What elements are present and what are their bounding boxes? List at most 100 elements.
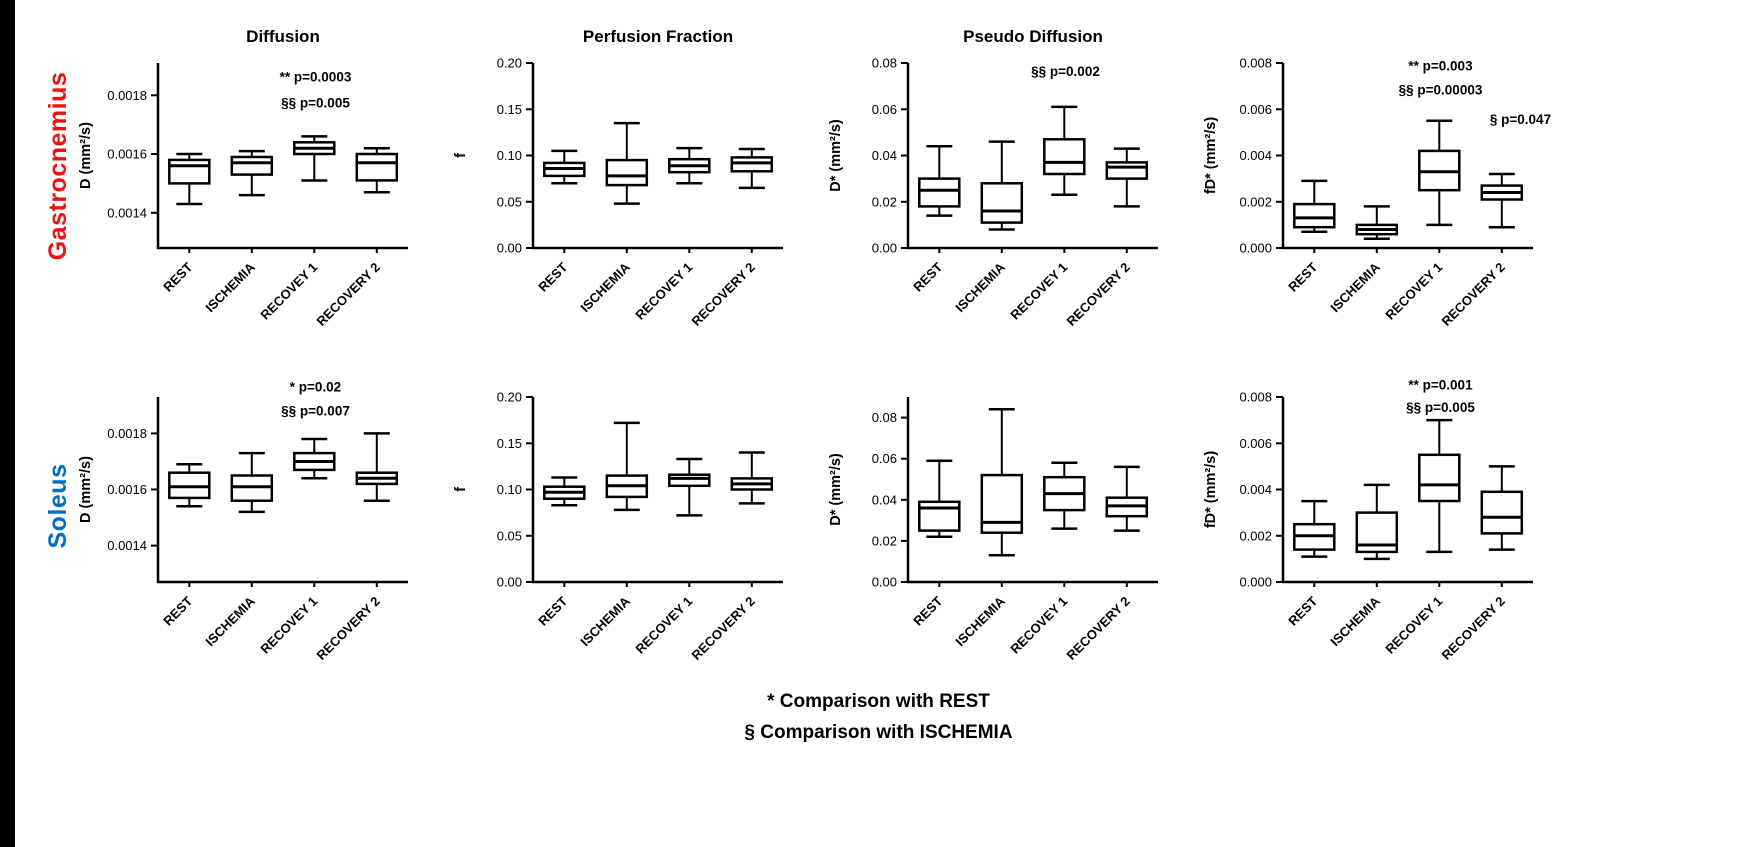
- y-tick-label: 0.20: [497, 390, 522, 405]
- y-tick-label: 0.05: [497, 528, 522, 543]
- left-border-bar: [0, 0, 15, 847]
- box-recovery-2: [730, 451, 774, 505]
- iqr-box: [1293, 202, 1336, 229]
- x-tick-label: REST: [160, 593, 195, 628]
- box-recovey-1: [668, 146, 711, 185]
- x-tick-label: ISCHEMIA: [1327, 259, 1383, 315]
- panel-soleus-fdstar: 0.000 0.002 0.004 0.006 0.008 fD* (mm²/s) REST…: [1195, 352, 1565, 682]
- x-tick-label: ISCHEMIA: [1327, 593, 1383, 649]
- box-plot-chart: 0.000 0.002 0.004 0.006 0.008 fD* (mm²/s) REST…: [1203, 378, 1533, 663]
- y-axis-label: f: [453, 487, 469, 492]
- y-tick-label: 0.006: [1239, 102, 1272, 117]
- y-tick-label: 0.15: [497, 102, 522, 117]
- iqr-box: [668, 473, 711, 488]
- box-recovey-1: [293, 437, 336, 480]
- y-tick-label: 0.00: [872, 575, 897, 590]
- box-recovery-2: [355, 432, 399, 502]
- panel-gastrocnemius-pseudo-diffusion: Pseudo Diffusion 0.00 0.02 0.04 0.06 0.08 D* (…: [820, 18, 1190, 348]
- box-rest: [168, 463, 211, 508]
- y-tick-label: 0.0014: [107, 205, 147, 220]
- y-axis-label: D (mm²/s): [78, 122, 94, 189]
- y-tick-label: 0.05: [497, 194, 522, 209]
- iqr-box: [918, 500, 961, 532]
- x-tick-label: REST: [160, 259, 195, 294]
- axis-lines: [156, 397, 408, 584]
- caption-line-ischemia: § Comparison with ISCHEMIA: [744, 722, 1013, 744]
- axis-lines: [906, 397, 1158, 584]
- box-recovery-2: [730, 147, 774, 190]
- x-tick-label: RECOVERY 2: [314, 594, 383, 663]
- box-ischemia: [230, 451, 274, 514]
- significance-annotation: § p=0.047: [1490, 112, 1551, 127]
- iqr-box: [980, 473, 1024, 534]
- x-tick-label: REST: [1285, 259, 1320, 294]
- y-tick-label: 0.002: [1239, 194, 1272, 209]
- x-tick-label: REST: [910, 593, 945, 628]
- y-tick-label: 0.0016: [107, 147, 147, 162]
- significance-annotation: ** p=0.003: [1408, 58, 1473, 73]
- significance-annotation: * p=0.02: [290, 380, 341, 395]
- iqr-box: [355, 152, 399, 182]
- iqr-box: [230, 155, 274, 176]
- box-plot-chart: 0.00 0.02 0.04 0.06 0.08 D* (mm²/s) REST ISCHEM…: [828, 397, 1158, 663]
- box-recovey-1: [1043, 105, 1086, 197]
- y-axis-label: D (mm²/s): [78, 456, 94, 523]
- panel-gastrocnemius-diffusion: Diffusion 0.0014 0.0016 0.0018 D (mm²/s) REST…: [70, 18, 440, 348]
- y-tick-label: 0.008: [1239, 390, 1272, 405]
- iqr-box: [605, 158, 649, 187]
- axis-lines: [906, 63, 1158, 250]
- y-tick-label: 0.15: [497, 436, 522, 451]
- x-tick-label: RECOVEY 1: [1007, 260, 1070, 323]
- x-tick-label: REST: [535, 593, 570, 628]
- significance-annotation: §§ p=0.002: [1031, 64, 1100, 79]
- y-axis-label: D* (mm²/s): [828, 119, 844, 192]
- panel-soleus-perfusion-fraction: 0.00 0.05 0.10 0.15 0.20 f REST ISCHEMIA RECOVEY…: [445, 352, 815, 682]
- x-tick-label: ISCHEMIA: [202, 259, 258, 315]
- box-recovey-1: [1418, 119, 1461, 227]
- y-tick-label: 0.00: [497, 575, 522, 590]
- x-tick-label: RECOVEY 1: [1382, 260, 1445, 323]
- box-recovery-2: [355, 146, 399, 194]
- y-tick-label: 0.000: [1239, 241, 1272, 256]
- y-tick-label: 0.06: [872, 102, 897, 117]
- box-plot-chart: 0.000 0.002 0.004 0.006 0.008 fD* (mm²/s) REST…: [1203, 56, 1551, 329]
- iqr-box: [1043, 138, 1086, 176]
- box-plot-chart: Diffusion 0.0014 0.0016 0.0018 D (mm²/s) REST…: [78, 27, 408, 329]
- box-ischemia: [980, 140, 1024, 231]
- y-tick-label: 0.10: [497, 482, 522, 497]
- y-tick-label: 0.02: [872, 194, 897, 209]
- box-rest: [1293, 179, 1336, 234]
- x-tick-label: RECOVERY 2: [1439, 594, 1508, 663]
- box-ischemia: [605, 121, 649, 205]
- iqr-box: [168, 158, 211, 185]
- box-recovery-2: [1480, 465, 1524, 551]
- x-tick-label: ISCHEMIA: [952, 593, 1008, 649]
- y-tick-label: 0.0014: [107, 538, 147, 553]
- y-tick-label: 0.10: [497, 148, 522, 163]
- panel-soleus-diffusion: 0.0014 0.0016 0.0018 D (mm²/s) REST ISCHEMIA R…: [70, 352, 440, 682]
- y-tick-label: 0.06: [872, 451, 897, 466]
- box-ischemia: [980, 408, 1024, 557]
- panel-title: Pseudo Diffusion: [963, 27, 1103, 46]
- row-label-text: Soleus: [43, 463, 72, 549]
- axis-lines: [156, 63, 408, 250]
- box-rest: [543, 149, 586, 185]
- x-tick-label: RECOVEY 1: [1007, 594, 1070, 657]
- x-tick-label: RECOVERY 2: [689, 594, 758, 663]
- x-tick-label: RECOVEY 1: [257, 594, 320, 657]
- x-tick-label: ISCHEMIA: [577, 593, 633, 649]
- box-plot-chart: Perfusion Fraction 0.00 0.05 0.10 0.15 0.20 f R…: [453, 27, 783, 329]
- box-ischemia: [1355, 483, 1399, 561]
- x-tick-label: RECOVEY 1: [1382, 594, 1445, 657]
- x-tick-label: RECOVERY 2: [1439, 260, 1508, 329]
- axis-lines: [1281, 397, 1533, 584]
- y-tick-label: 0.0018: [107, 426, 147, 441]
- box-recovey-1: [1418, 418, 1461, 554]
- caption-line-rest: * Comparison with REST: [767, 691, 990, 712]
- y-axis-label: fD* (mm²/s): [1203, 117, 1219, 195]
- x-tick-label: REST: [1285, 593, 1320, 628]
- y-tick-label: 0.008: [1239, 56, 1272, 71]
- box-ischemia: [1355, 205, 1399, 241]
- x-tick-label: RECOVEY 1: [257, 260, 320, 323]
